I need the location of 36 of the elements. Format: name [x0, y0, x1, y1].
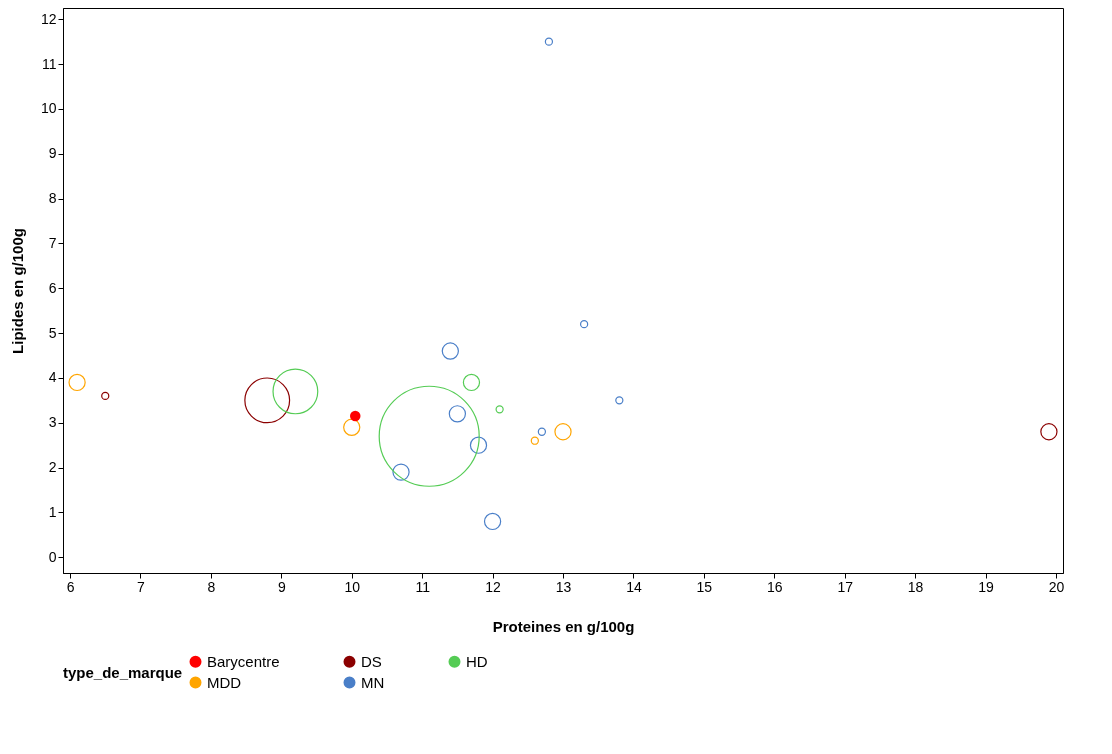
x-tick-label: 20: [1048, 578, 1065, 595]
x-axis-title: Proteines en g/100g: [492, 617, 635, 635]
y-axis-title: Lipides en g/100g: [8, 228, 26, 354]
legend-title: type_de_marque: [63, 664, 183, 681]
x-tick-label: 18: [907, 578, 924, 595]
y-tick-label: 1: [48, 503, 57, 520]
y-tick-label: 6: [48, 279, 57, 296]
y-tick-label: 5: [48, 324, 57, 341]
x-tick-label: 9: [277, 578, 286, 595]
x-tick-label: 10: [344, 578, 361, 595]
x-tick-label: 16: [766, 578, 783, 595]
x-tick-label: 13: [555, 578, 572, 595]
y-tick-label: 7: [48, 234, 57, 251]
x-tick-label: 8: [207, 578, 216, 595]
legend-label: MN: [361, 673, 385, 691]
y-tick-label: 3: [48, 414, 57, 431]
y-tick-label: 4: [48, 369, 57, 386]
y-tick-label: 9: [48, 145, 57, 162]
x-tick-label: 19: [978, 578, 995, 595]
x-tick-label: 11: [415, 578, 431, 595]
x-tick-label: 17: [837, 578, 854, 595]
x-tick-label: 14: [626, 578, 642, 595]
x-tick-label: 7: [137, 578, 146, 595]
y-tick-label: 8: [48, 190, 57, 207]
y-tick-label: 11: [41, 55, 57, 72]
y-tick-label: 10: [40, 100, 57, 117]
legend-label: HD: [466, 652, 488, 670]
y-tick-label: 2: [48, 459, 57, 476]
y-tick-label: 0: [48, 548, 57, 565]
legend-label: DS: [361, 652, 382, 670]
y-tick-label: 12: [40, 10, 57, 27]
legend-label: Barycentre: [207, 652, 280, 670]
x-tick-label: 12: [485, 578, 502, 595]
x-tick-label: 6: [66, 578, 75, 595]
legend-label: MDD: [207, 673, 242, 691]
x-tick-label: 15: [696, 578, 713, 595]
